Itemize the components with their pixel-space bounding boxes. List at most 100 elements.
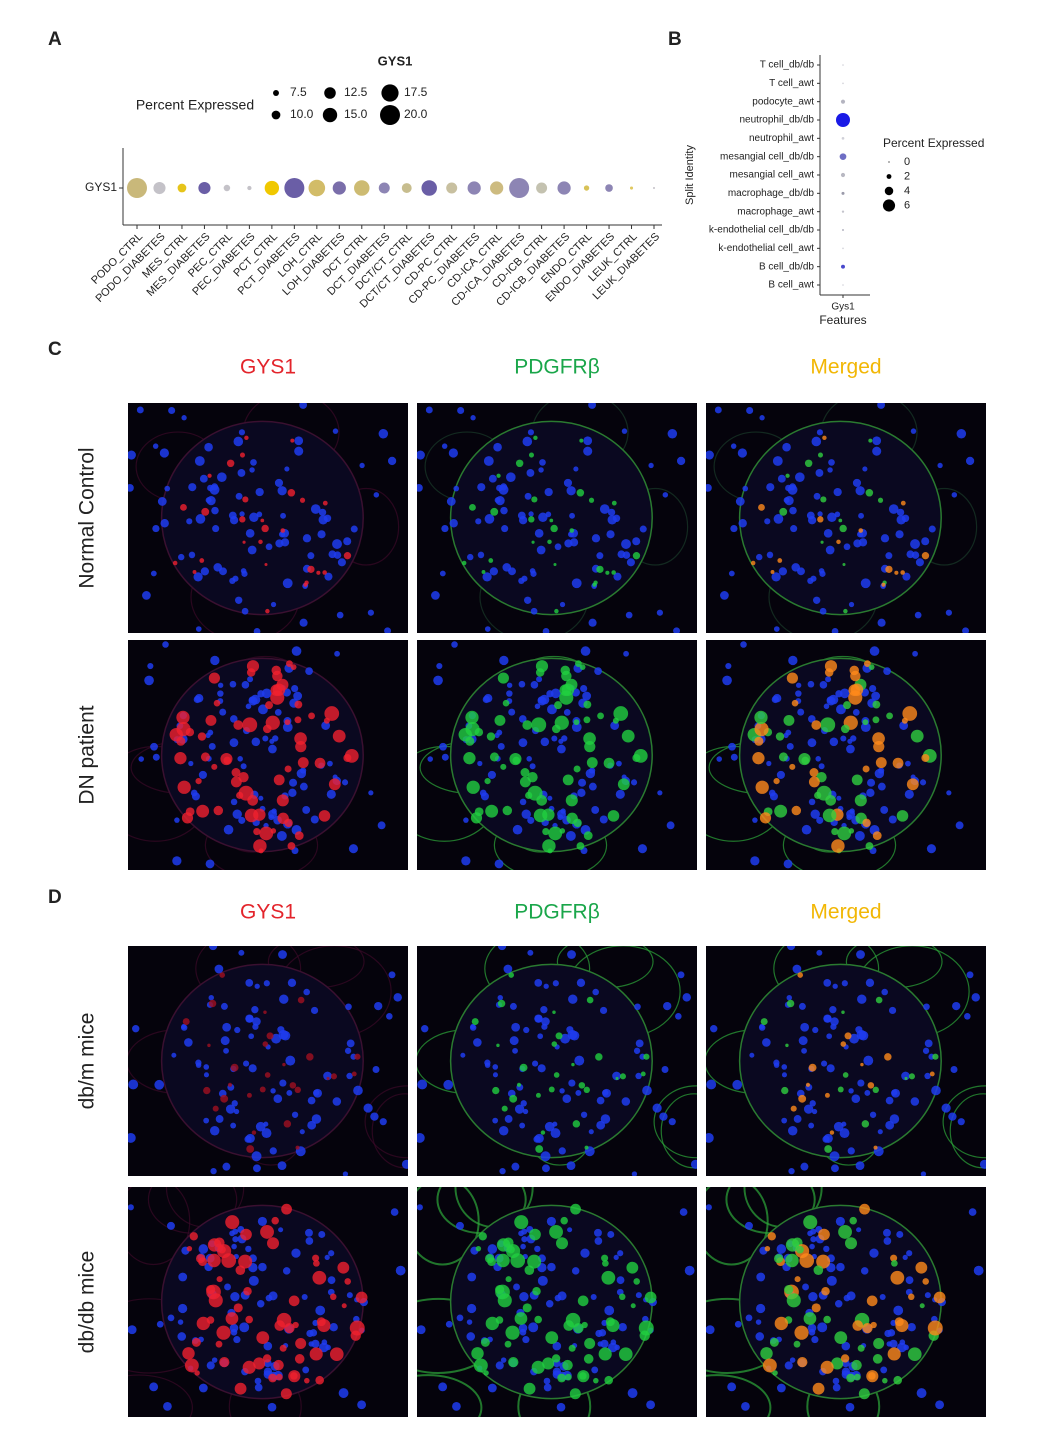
nucleus — [299, 403, 308, 409]
nucleus — [230, 1292, 240, 1302]
nucleus — [195, 1062, 202, 1068]
legend-dot — [381, 84, 399, 102]
panel-label: A — [48, 29, 62, 50]
nucleus — [498, 484, 509, 495]
nucleus — [850, 735, 857, 742]
nucleus — [504, 1115, 513, 1123]
x-tick-label: Gys1 — [831, 302, 855, 313]
signal — [199, 558, 205, 563]
image-content — [417, 1187, 697, 1417]
nucleus — [477, 483, 486, 492]
column-header: PDGFRβ — [514, 356, 600, 379]
signal — [233, 1303, 243, 1313]
signal — [598, 1347, 612, 1361]
nucleus — [285, 1055, 296, 1066]
signal — [273, 774, 285, 786]
signal — [496, 1253, 510, 1268]
nucleus — [832, 983, 838, 989]
signal — [750, 560, 756, 566]
signal — [817, 452, 824, 458]
signal — [823, 1315, 832, 1324]
signal — [638, 1320, 654, 1336]
dot — [841, 210, 845, 213]
signal — [270, 684, 283, 696]
signal — [820, 717, 836, 733]
nucleus — [508, 708, 516, 716]
nucleus — [571, 722, 582, 733]
y-tick-label: B cell_awt — [768, 280, 814, 291]
nucleus — [785, 729, 792, 736]
nucleus — [615, 789, 625, 799]
signal — [772, 1370, 778, 1376]
signal — [475, 1245, 482, 1252]
nucleus — [198, 1244, 209, 1254]
nucleus — [793, 1115, 802, 1123]
signal — [865, 489, 874, 497]
nucleus — [803, 1104, 814, 1114]
signal — [225, 1312, 239, 1325]
nucleus — [690, 1159, 697, 1169]
nucleus — [477, 551, 485, 559]
signal — [812, 1382, 825, 1395]
nucleus — [816, 816, 824, 824]
signal — [279, 1344, 287, 1352]
signal — [843, 701, 852, 710]
signal — [875, 996, 883, 1004]
signal — [306, 1053, 314, 1061]
nucleus — [353, 1085, 363, 1096]
nucleus — [198, 1383, 208, 1393]
signal — [549, 1225, 563, 1239]
nucleus — [494, 497, 501, 504]
dot — [198, 181, 211, 195]
nucleus — [957, 1118, 965, 1126]
dot — [842, 64, 844, 66]
signal — [791, 699, 799, 707]
nucleus — [594, 667, 602, 675]
signal — [206, 1285, 216, 1295]
signal — [243, 1286, 252, 1296]
nucleus — [280, 1030, 291, 1041]
signal — [890, 1254, 898, 1262]
nucleus — [327, 1276, 336, 1285]
signal — [480, 1337, 490, 1347]
signal — [244, 808, 259, 823]
signal — [862, 1323, 873, 1334]
signal — [592, 582, 597, 587]
nucleus — [188, 551, 196, 559]
nucleus — [633, 1047, 641, 1054]
signal — [330, 1293, 337, 1301]
nucleus — [210, 1167, 217, 1175]
nucleus — [828, 459, 835, 466]
nucleus — [128, 1079, 139, 1090]
nucleus — [374, 1001, 383, 1011]
nucleus — [759, 415, 765, 421]
nucleus — [819, 681, 828, 689]
signal — [207, 473, 212, 478]
signal — [303, 582, 308, 587]
signal — [181, 812, 194, 824]
signal — [837, 826, 852, 841]
signal — [762, 1358, 777, 1373]
nucleus — [208, 994, 214, 1001]
nucleus — [229, 1230, 235, 1237]
signal — [484, 1253, 495, 1264]
nucleus — [585, 768, 596, 779]
nucleus — [245, 1245, 252, 1253]
nucleus — [488, 474, 497, 483]
signal — [583, 1086, 590, 1094]
nucleus — [222, 1022, 232, 1032]
nucleus — [254, 1377, 262, 1385]
nucleus — [902, 1254, 908, 1261]
signal — [262, 1041, 269, 1047]
nucleus — [159, 448, 169, 458]
signal — [213, 699, 221, 707]
nucleus — [816, 429, 824, 436]
nucleus — [914, 611, 922, 619]
nucleus — [819, 570, 826, 577]
nucleus — [513, 1283, 520, 1291]
y-tick-label: k-endothelial cell_db/db — [709, 225, 815, 236]
signal — [579, 664, 586, 671]
nucleus — [941, 1103, 951, 1113]
signal — [465, 722, 480, 737]
signal — [529, 1228, 541, 1241]
